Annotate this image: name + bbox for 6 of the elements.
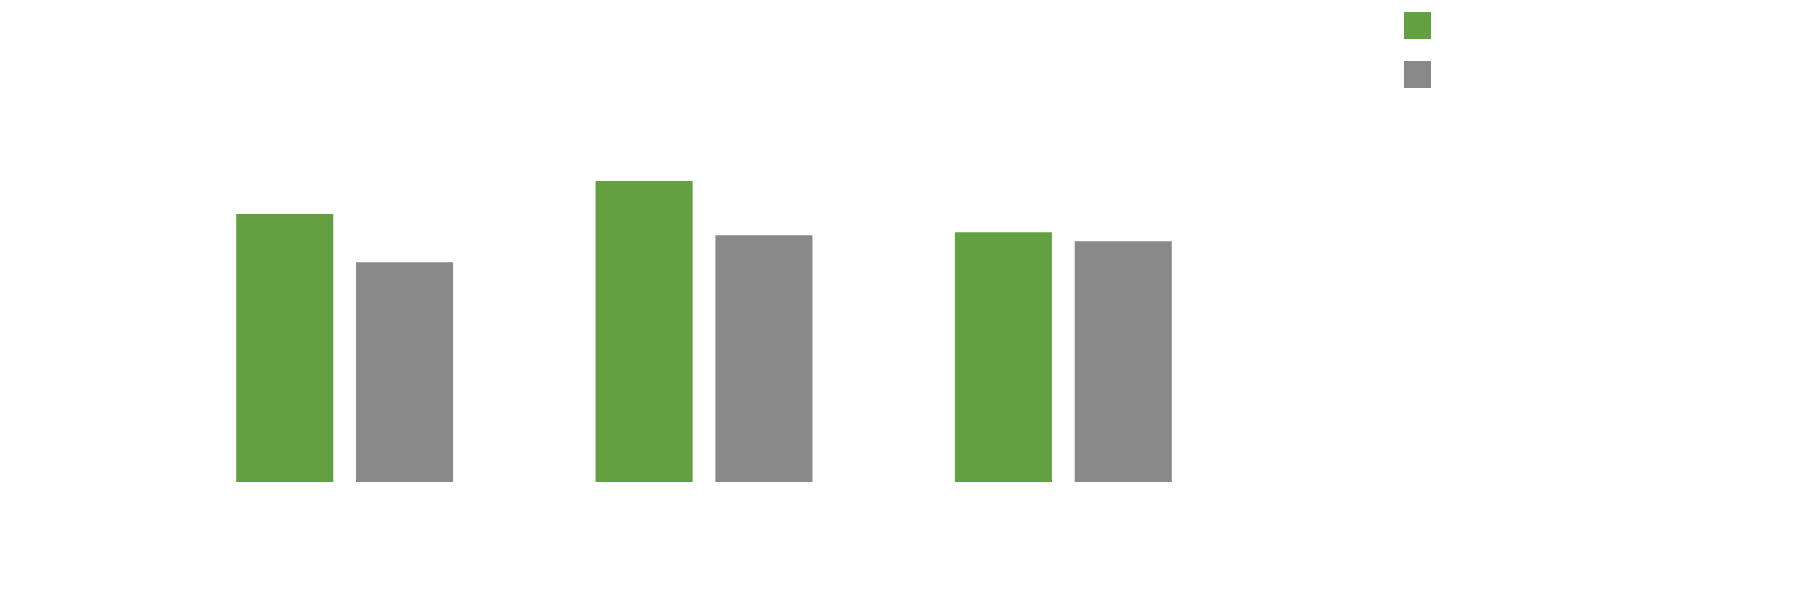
bar bbox=[236, 214, 334, 482]
bar bbox=[356, 262, 454, 482]
bar bbox=[715, 235, 813, 482]
bar bbox=[1074, 241, 1172, 482]
bar bbox=[595, 181, 693, 482]
bar bbox=[954, 232, 1052, 482]
